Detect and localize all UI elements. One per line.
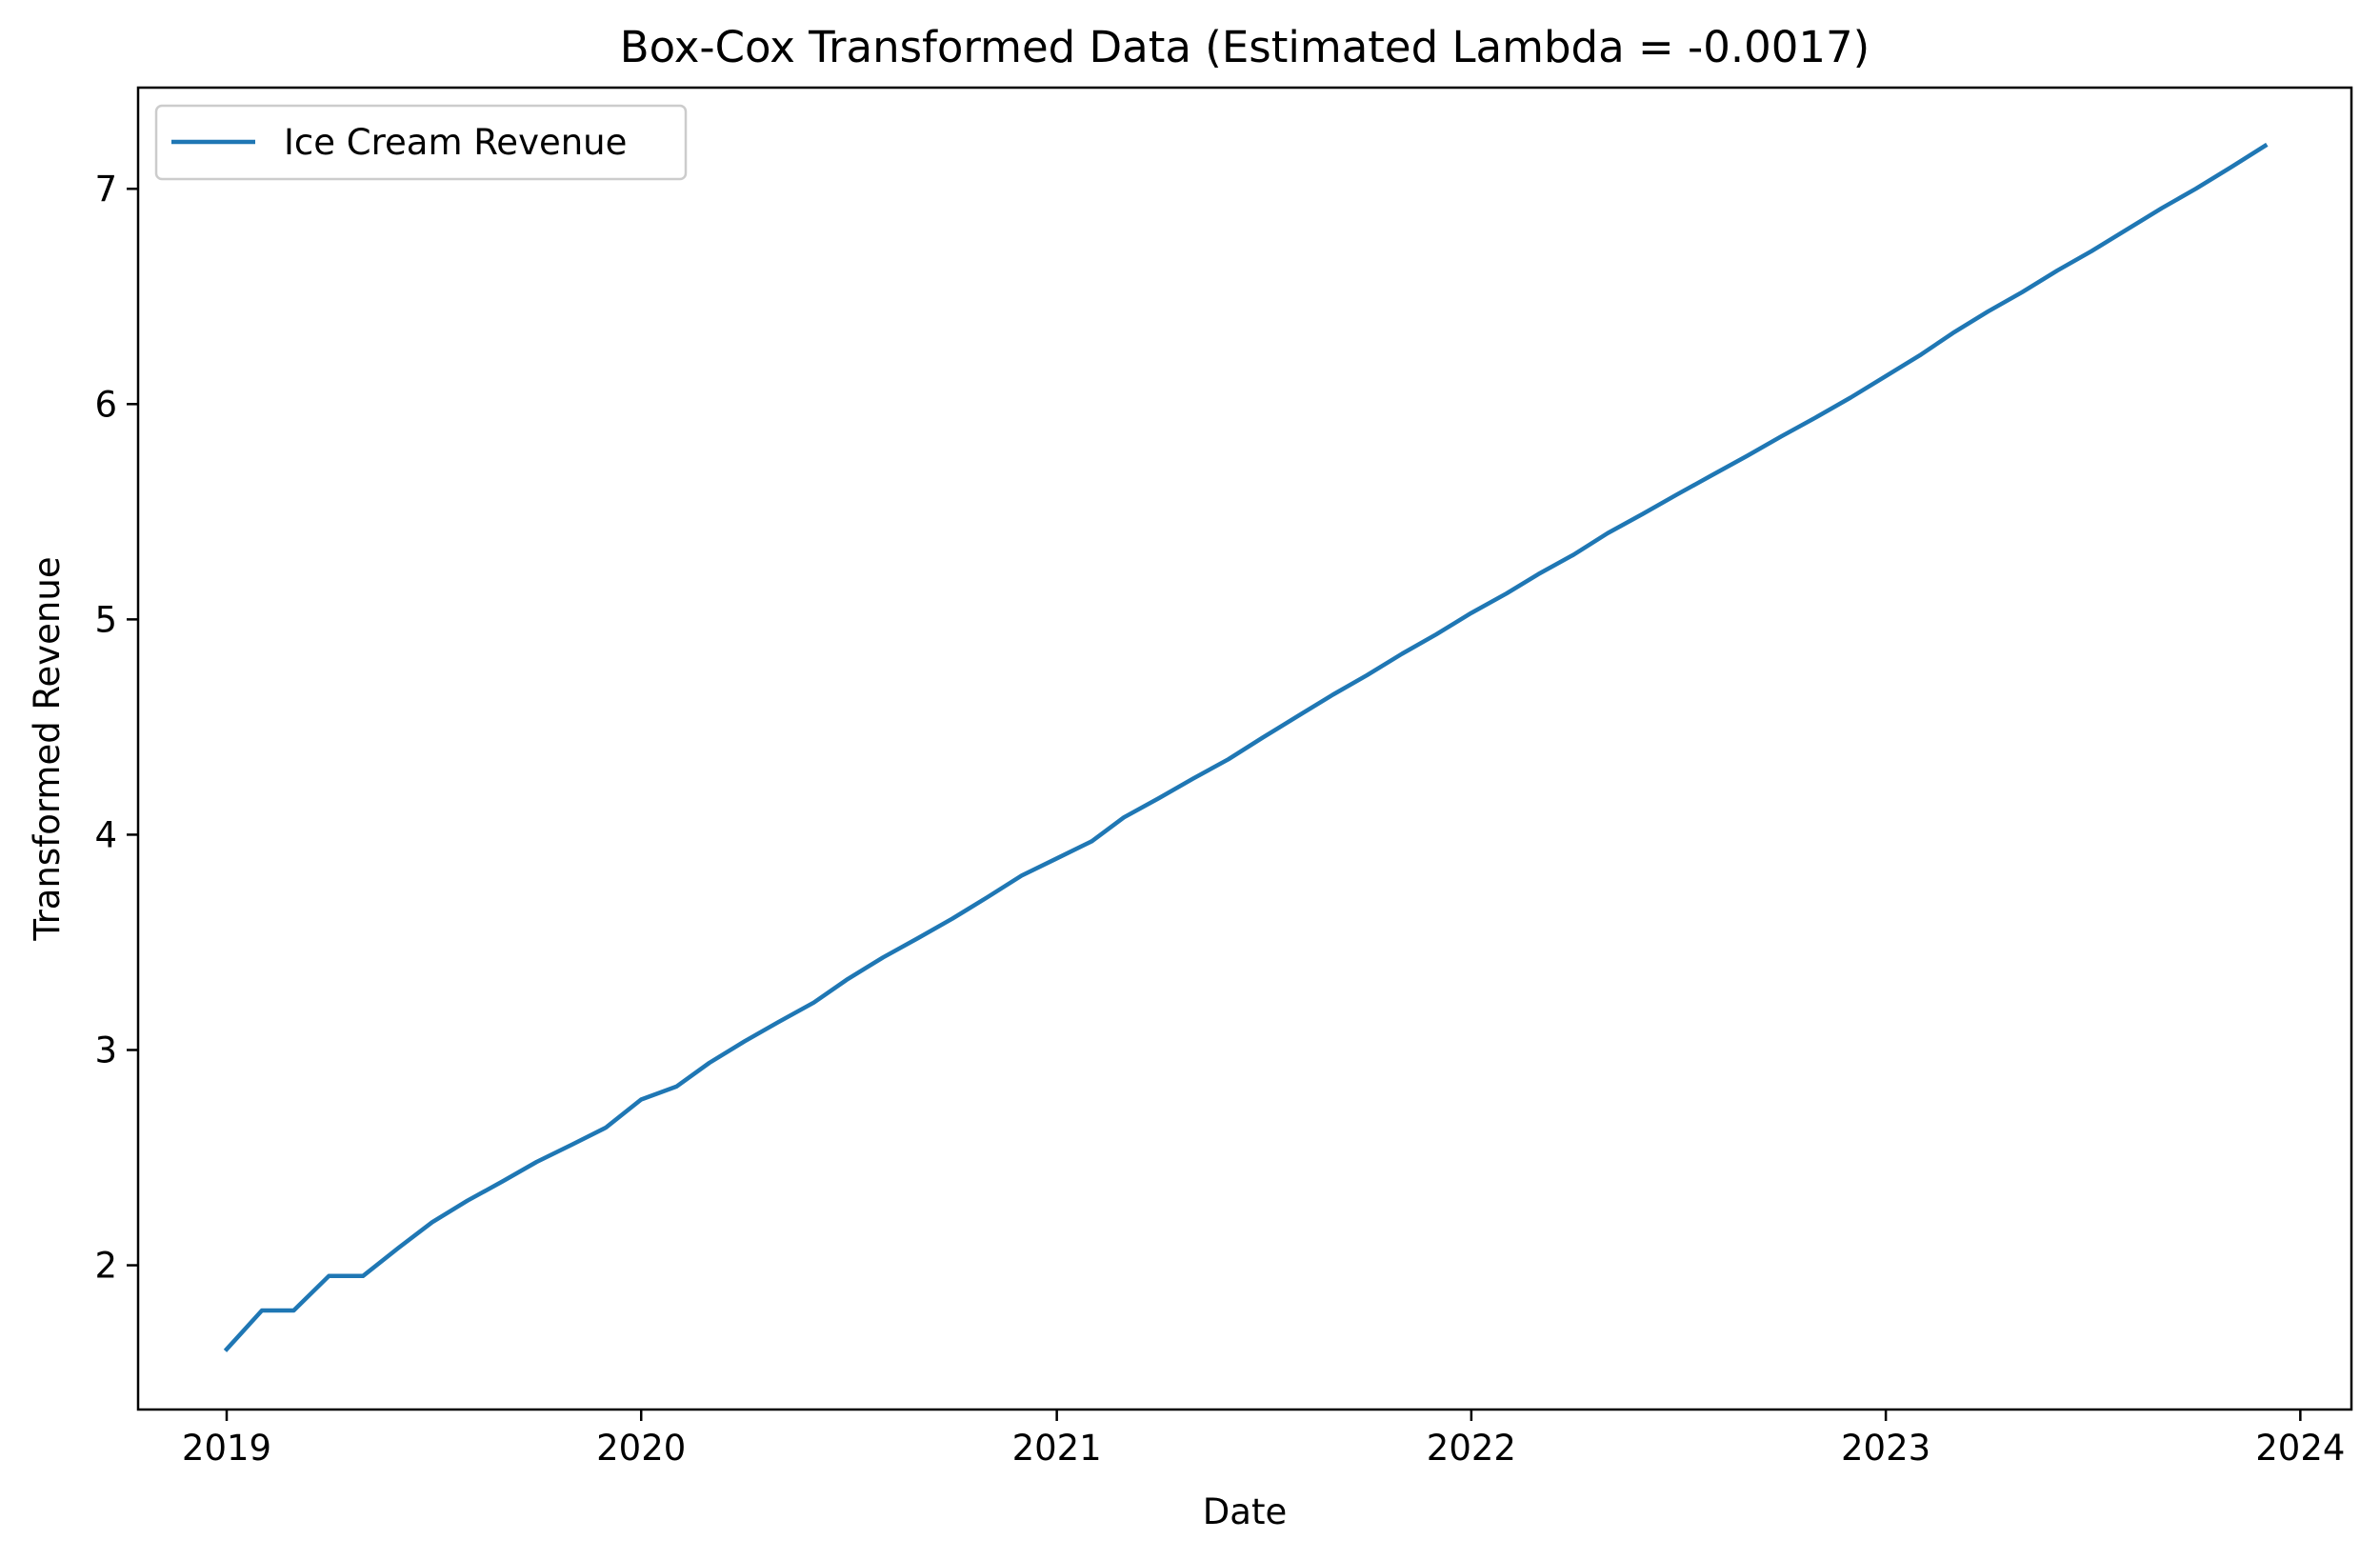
data-point: [430, 1220, 434, 1224]
y-axis-label: Transformed Revenue: [27, 556, 68, 941]
x-tick-label-2022: 2022: [1427, 1428, 1516, 1469]
data-point: [639, 1097, 643, 1101]
legend-box: [154, 104, 688, 181]
data-point: [1055, 856, 1059, 860]
data-point: [986, 895, 990, 899]
data-point: [1090, 839, 1093, 843]
y-tick-label-2: 2: [94, 1246, 117, 1287]
data-point: [1536, 572, 1540, 576]
data-point: [501, 1179, 505, 1183]
data-point: [743, 1039, 747, 1043]
y-tick-label-6: 6: [94, 384, 117, 425]
y-tick-label-7: 7: [94, 169, 117, 210]
x-axis-ticks: 2019 2020 2021 2022 2023 2024: [182, 1410, 2345, 1469]
data-point: [1295, 714, 1299, 718]
y-tick-label-4: 4: [94, 814, 117, 855]
y-tick-label-3: 3: [94, 1030, 117, 1070]
data-point: [1227, 757, 1230, 761]
data-point: [1675, 492, 1679, 496]
data-point: [1641, 511, 1645, 515]
data-point: [604, 1126, 608, 1130]
data-point: [291, 1309, 295, 1312]
data-point: [1571, 552, 1575, 556]
chart-title: Box-Cox Transformed Data (Estimated Lamb…: [620, 22, 1870, 72]
data-point: [1365, 673, 1369, 677]
data-point: [1884, 374, 1888, 378]
x-tick-label-2019: 2019: [182, 1428, 271, 1469]
data-point: [1986, 310, 1990, 313]
data-point: [1745, 453, 1749, 457]
data-point: [1606, 531, 1610, 535]
data-point: [1157, 796, 1161, 800]
data-point: [1122, 815, 1126, 819]
y-axis-ticks: 2 3 4 5 6 7: [94, 169, 138, 1287]
x-tick-label-2024: 2024: [2255, 1428, 2345, 1469]
y-tick-label-5: 5: [94, 599, 117, 640]
data-point: [1434, 632, 1438, 636]
data-point: [674, 1085, 678, 1089]
data-point: [2090, 250, 2093, 253]
data-point: [846, 977, 850, 981]
data-point: [1849, 395, 1852, 399]
plot-area-frame: [136, 86, 2353, 1411]
data-point: [361, 1274, 365, 1278]
data-point: [950, 916, 954, 920]
data-point: [534, 1160, 538, 1164]
data-point: [1020, 873, 1024, 877]
data-point: [1470, 610, 1473, 614]
data-point: [1505, 591, 1509, 595]
data-point: [708, 1061, 711, 1065]
data-point: [570, 1143, 573, 1147]
data-point: [1779, 434, 1783, 438]
x-axis-label: Date: [1203, 1491, 1287, 1532]
x-tick-label-2021: 2021: [1012, 1428, 1102, 1469]
legend-label-ice-cream-revenue: Ice Cream Revenue: [284, 122, 627, 163]
x-tick-label-2020: 2020: [596, 1428, 686, 1469]
data-point: [2229, 165, 2232, 169]
data-point: [1330, 692, 1334, 696]
data-point: [1260, 736, 1264, 740]
data-point: [466, 1199, 470, 1203]
data-point: [1710, 473, 1714, 477]
data-point: [1814, 415, 1818, 419]
data-point: [396, 1246, 400, 1250]
data-point: [881, 955, 885, 959]
data-point: [776, 1020, 780, 1024]
legend: Ice Cream Revenue: [154, 104, 688, 181]
data-point: [260, 1309, 264, 1312]
x-tick-label-2023: 2023: [1841, 1428, 1930, 1469]
data-point: [327, 1274, 330, 1278]
data-point: [916, 936, 920, 940]
data-point: [2020, 290, 2024, 294]
series-line-ice-cream-revenue: [223, 142, 2269, 1352]
data-point: [811, 1001, 815, 1005]
data-point: [2193, 187, 2197, 190]
data-point: [2125, 228, 2129, 231]
data-point: [1950, 331, 1954, 335]
data-point: [2160, 206, 2164, 210]
data-point: [1919, 352, 1923, 356]
data-point: [2055, 269, 2059, 272]
data-point: [2263, 144, 2267, 148]
data-point: [225, 1348, 229, 1351]
series-layer: [223, 142, 2269, 1352]
data-point: [1191, 776, 1195, 780]
data-point: [1400, 651, 1404, 655]
